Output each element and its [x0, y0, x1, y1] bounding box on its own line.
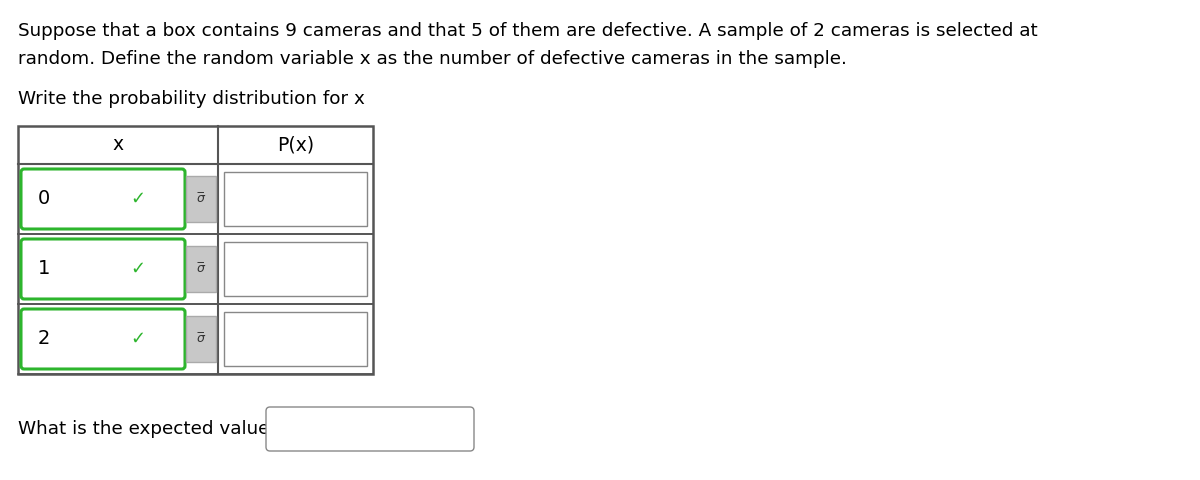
Bar: [224, 312, 367, 366]
FancyBboxPatch shape: [266, 407, 474, 451]
Text: σ̅: σ̅: [197, 192, 205, 205]
Text: Suppose that a box contains 9 cameras and that 5 of them are defective. A sample: Suppose that a box contains 9 cameras an…: [18, 22, 1038, 40]
Text: 2: 2: [38, 329, 50, 348]
Text: Write the probability distribution for x: Write the probability distribution for x: [18, 90, 365, 108]
Text: random. Define the random variable x as the number of defective cameras in the s: random. Define the random variable x as …: [18, 50, 847, 68]
Bar: [186, 246, 216, 292]
Bar: [186, 316, 216, 362]
Text: σ̅: σ̅: [197, 263, 205, 276]
Text: σ̅: σ̅: [197, 333, 205, 346]
Text: ✓: ✓: [130, 190, 145, 208]
Bar: [186, 176, 216, 222]
Bar: [18, 126, 373, 374]
Text: 1: 1: [38, 260, 50, 278]
Text: 0: 0: [38, 190, 50, 208]
Text: x: x: [113, 135, 124, 155]
Text: P(x): P(x): [277, 135, 314, 155]
Bar: [224, 172, 367, 226]
FancyBboxPatch shape: [22, 309, 185, 369]
Text: What is the expected value of x?: What is the expected value of x?: [18, 420, 319, 438]
Bar: [224, 242, 367, 296]
FancyBboxPatch shape: [22, 169, 185, 229]
Text: ✓: ✓: [130, 260, 145, 278]
FancyBboxPatch shape: [22, 239, 185, 299]
Text: ✓: ✓: [130, 330, 145, 348]
